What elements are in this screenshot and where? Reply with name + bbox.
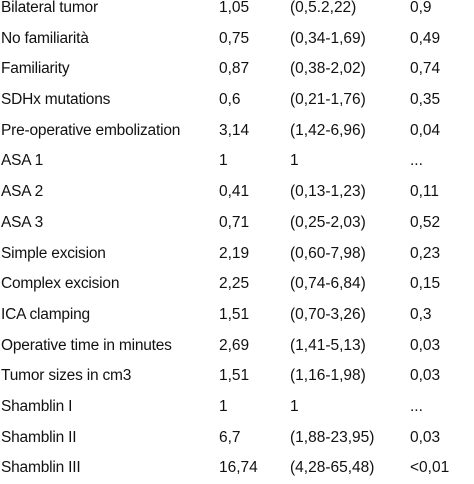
odds-ratio-cell: 3,14	[219, 121, 250, 139]
variable-cell: SDHx mutations	[1, 91, 111, 109]
variable-cell: No familiarità	[1, 29, 89, 47]
confidence-interval-cell: (0,60-7,98)	[290, 244, 366, 262]
table-row: No familiarità 0,75 (0,34-1,69) 0,49	[0, 24, 474, 55]
table-row: ASA 3 0,71 (0,25-2,03) 0,52	[0, 208, 474, 239]
p-value-cell: 0,52	[410, 213, 441, 231]
variable-cell: Shamblin II	[1, 428, 77, 446]
odds-ratio-cell: 2,69	[219, 336, 250, 354]
confidence-interval-cell: (1,16-1,98)	[290, 367, 366, 385]
p-value-cell: 0,03	[410, 367, 441, 385]
confidence-interval-cell: (0,21-1,76)	[290, 91, 366, 109]
table-row: SDHx mutations 0,6 (0,21-1,76) 0,35	[0, 85, 474, 116]
p-value-cell: 0,23	[410, 244, 441, 262]
confidence-interval-cell: (4,28-65,48)	[290, 459, 375, 477]
odds-ratio-cell: 2,25	[219, 275, 250, 293]
p-value-cell: 0,04	[410, 121, 441, 139]
variable-cell: Shamblin I	[1, 397, 73, 415]
p-value-cell: 0,9	[410, 0, 432, 16]
confidence-interval-cell: (0,13-1,23)	[290, 183, 366, 201]
confidence-interval-cell: (1,41-5,13)	[290, 336, 366, 354]
confidence-interval-cell: (0,74-6,84)	[290, 275, 366, 293]
variable-cell: Complex excision	[1, 275, 120, 293]
confidence-interval-cell: (0,70-3,26)	[290, 305, 366, 323]
confidence-interval-cell: (0,25-2,03)	[290, 213, 366, 231]
variable-cell: ICA clamping	[1, 305, 90, 323]
p-value-cell: 0,74	[410, 60, 441, 78]
odds-ratio-cell: 1,51	[219, 305, 250, 323]
p-value-cell: <0,01	[410, 459, 450, 477]
confidence-interval-cell: (0,38-2,02)	[290, 60, 366, 78]
odds-ratio-cell: 0,41	[219, 183, 250, 201]
variable-cell: Shamblin III	[1, 459, 81, 477]
odds-ratio-cell: 0,6	[219, 91, 241, 109]
table-row: Complex excision 2,25 (0,74-6,84) 0,15	[0, 269, 474, 300]
odds-ratio-cell: 1,05	[219, 0, 250, 16]
p-value-cell: 0,03	[410, 336, 441, 354]
odds-ratio-cell: 6,7	[219, 428, 241, 446]
confidence-interval-cell: (1,42-6,96)	[290, 121, 366, 139]
table-row: ASA 1 1 1 ...	[0, 146, 474, 177]
variable-cell: ASA 2	[1, 183, 44, 201]
confidence-interval-cell: (1,88-23,95)	[290, 428, 375, 446]
table-row: Simple excision 2,19 (0,60-7,98) 0,23	[0, 239, 474, 270]
confidence-interval-cell: (0,34-1,69)	[290, 29, 366, 47]
odds-ratio-cell: 0,87	[219, 60, 250, 78]
table-row: Familiarity 0,87 (0,38-2,02) 0,74	[0, 54, 474, 85]
odds-ratio-cell: 0,71	[219, 213, 250, 231]
variable-cell: Tumor sizes in cm3	[1, 367, 132, 385]
p-value-cell: 0,49	[410, 29, 441, 47]
table-row: Shamblin I 1 1 ...	[0, 392, 474, 423]
p-value-cell: 0,03	[410, 428, 441, 446]
p-value-cell: 0,11	[410, 183, 440, 201]
variable-cell: ASA 1	[1, 152, 44, 170]
confidence-interval-cell: 1	[290, 152, 299, 170]
odds-ratio-cell: 1,51	[219, 367, 250, 385]
table-row: ICA clamping 1,51 (0,70-3,26) 0,3	[0, 300, 474, 331]
p-value-cell: 0,15	[410, 275, 441, 293]
variable-cell: Simple excision	[1, 244, 106, 262]
p-value-cell: ...	[410, 397, 423, 415]
p-value-cell: 0,35	[410, 91, 441, 109]
variable-cell: Operative time in minutes	[1, 336, 172, 354]
p-value-cell: 0,3	[410, 305, 432, 323]
variable-cell: Pre-operative embolization	[1, 121, 181, 139]
odds-ratio-cell: 2,19	[219, 244, 250, 262]
variable-cell: Bilateral tumor	[1, 0, 98, 16]
table-row: Shamblin III 16,74 (4,28-65,48) <0,01	[0, 453, 474, 484]
odds-ratio-cell: 1	[219, 152, 228, 170]
confidence-interval-cell: 1	[290, 397, 299, 415]
confidence-interval-cell: (0,5.2,22)	[290, 0, 357, 16]
p-value-cell: ...	[410, 152, 423, 170]
odds-ratio-cell: 16,74	[219, 459, 258, 477]
odds-ratio-cell: 1	[219, 397, 228, 415]
table-row: Pre-operative embolization 3,14 (1,42-6,…	[0, 116, 474, 147]
table-row: Bilateral tumor 1,05 (0,5.2,22) 0,9	[0, 0, 474, 24]
table-row: Operative time in minutes 2,69 (1,41-5,1…	[0, 331, 474, 362]
odds-ratio-cell: 0,75	[219, 29, 250, 47]
variable-cell: ASA 3	[1, 213, 44, 231]
table-row: ASA 2 0,41 (0,13-1,23) 0,11	[0, 177, 474, 208]
table-row: Tumor sizes in cm3 1,51 (1,16-1,98) 0,03	[0, 361, 474, 392]
table-row: Shamblin II 6,7 (1,88-23,95) 0,03	[0, 423, 474, 454]
variable-cell: Familiarity	[1, 60, 70, 78]
